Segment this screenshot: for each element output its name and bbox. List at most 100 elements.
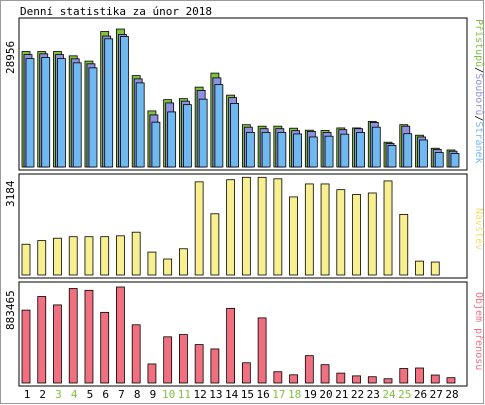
visits-bar-day-16 [257, 176, 267, 276]
kbytes-bar-day-27 [430, 374, 440, 384]
visits-bar-day-20 [320, 183, 330, 276]
kbytes-side-label: Objem přenosu [473, 292, 485, 370]
day-label-27: 27 [430, 388, 443, 401]
hits-bars [21, 28, 460, 168]
visits-bar-day-8 [131, 231, 141, 276]
visits-bar-day-2 [37, 240, 47, 276]
kbytes-bars [21, 286, 456, 384]
day-label-5: 5 [87, 388, 94, 401]
hits-bar-pages-day-2 [41, 57, 51, 168]
kbytes-bar-day-20 [320, 364, 330, 384]
hits-bar-pages-day-24 [387, 145, 397, 168]
kbytes-bar-day-15 [241, 362, 251, 384]
visits-bar-day-13 [210, 213, 220, 276]
visits-bar-day-5 [84, 236, 94, 276]
day-label-10: 10 [162, 388, 175, 401]
hits-bar-pages-day-27 [434, 152, 444, 168]
hits-bar-pages-day-3 [57, 58, 66, 168]
panel-visits: 3184 Návštěv [4, 173, 485, 279]
kbytes-bar-day-6 [100, 311, 110, 384]
hits-bar-pages-day-11 [182, 104, 192, 168]
kbytes-bar-day-5 [84, 289, 94, 384]
day-axis-labels: 1 2 3 4 5 6 7 8 9 10 11 12 13 14 15 16 17 18 19 20 21 22 23 24 2… [24, 388, 459, 401]
kbytes-bar-day-3 [53, 304, 62, 384]
kbytes-bar-day-26 [415, 367, 424, 384]
day-label-15: 15 [241, 388, 254, 401]
kbytes-bar-day-2 [37, 296, 47, 384]
visits-bar-day-17 [273, 178, 283, 276]
day-label-28: 28 [445, 388, 458, 401]
hits-bar-pages-day-13 [214, 84, 224, 168]
panel-kbytes: 883465 Objem přenosu [4, 281, 485, 387]
kbytes-bar-day-22 [352, 375, 361, 384]
visits-bar-day-3 [53, 237, 62, 276]
day-label-21: 21 [335, 388, 348, 401]
visits-bar-day-23 [367, 192, 377, 276]
hits-bar-pages-day-8 [135, 82, 145, 168]
day-label-6: 6 [102, 388, 109, 401]
day-label-26: 26 [414, 388, 427, 401]
kbytes-bar-day-25 [399, 368, 409, 384]
hits-side-label-pages: Stránek [473, 121, 485, 163]
day-label-18: 18 [288, 388, 301, 401]
hits-bar-pages-day-18 [293, 133, 302, 168]
hits-side-label-hits: Přístupů [473, 19, 485, 67]
kbytes-bar-day-14 [226, 308, 236, 384]
hits-side-label-files: Souborů [473, 73, 485, 115]
hits-bar-pages-day-25 [403, 133, 413, 168]
visits-bar-day-12 [194, 181, 204, 276]
kbytes-bar-day-12 [194, 344, 204, 384]
day-label-22: 22 [351, 388, 364, 401]
kbytes-max-value: 883465 [4, 290, 17, 330]
day-label-13: 13 [209, 388, 222, 401]
day-label-11: 11 [178, 388, 191, 401]
kbytes-bar-day-10 [163, 336, 173, 384]
visits-bar-day-26 [415, 260, 424, 276]
hits-bar-pages-day-17 [277, 132, 287, 168]
day-label-7: 7 [118, 388, 125, 401]
hits-side-label: Přístupů/Souborů/Stránek [473, 19, 485, 164]
hits-bar-pages-day-4 [72, 62, 82, 168]
kbytes-bar-day-11 [178, 334, 188, 384]
hits-bar-pages-day-12 [198, 98, 208, 168]
hits-bar-pages-day-1 [25, 58, 35, 168]
visits-bar-day-7 [116, 235, 125, 276]
hits-bar-pages-day-26 [419, 139, 428, 168]
visits-bars [21, 176, 440, 276]
day-label-4: 4 [71, 388, 78, 401]
visits-bar-day-21 [336, 189, 346, 276]
visits-bar-day-15 [241, 176, 251, 276]
hits-max-value: 28956 [4, 41, 17, 74]
hits-bar-pages-day-19 [308, 136, 318, 168]
hits-side-label-sep1: / [473, 67, 484, 73]
visits-bar-day-22 [352, 194, 361, 276]
visits-max-value: 3184 [4, 180, 17, 207]
kbytes-bar-day-13 [210, 348, 220, 384]
kbytes-bar-day-4 [68, 288, 78, 384]
visits-bar-day-24 [383, 180, 393, 276]
day-label-19: 19 [304, 388, 317, 401]
visits-bar-day-27 [430, 261, 440, 276]
kbytes-bar-day-7 [116, 286, 125, 384]
visits-bar-day-19 [304, 183, 314, 276]
kbytes-bar-day-9 [147, 363, 157, 384]
hits-bar-pages-day-10 [167, 111, 177, 168]
visits-bar-day-6 [100, 236, 110, 276]
panel-hits-files-pages: 28956 Přístupů/Souborů/Stránek [4, 17, 485, 171]
kbytes-bar-day-18 [289, 374, 298, 384]
kbytes-bar-day-23 [367, 376, 377, 384]
day-label-2: 2 [39, 388, 46, 401]
day-label-9: 9 [150, 388, 157, 401]
day-label-20: 20 [319, 388, 332, 401]
hits-bar-pages-day-28 [450, 153, 460, 168]
hits-bar-pages-day-20 [324, 135, 334, 168]
visits-bar-day-11 [178, 248, 188, 276]
kbytes-bar-day-1 [21, 309, 31, 384]
visits-bar-day-4 [68, 236, 78, 276]
day-label-23: 23 [367, 388, 380, 401]
panel-kbytes-frame [18, 281, 468, 387]
hits-bar-pages-day-6 [104, 38, 114, 168]
day-label-16: 16 [256, 388, 269, 401]
kbytes-bar-day-24 [383, 378, 393, 384]
chart-title: Denní statistika za únor 2018 [20, 5, 212, 18]
